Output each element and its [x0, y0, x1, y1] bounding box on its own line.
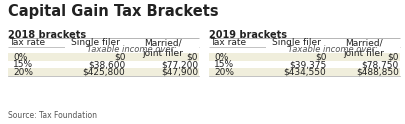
Text: $78,750: $78,750 [362, 60, 399, 69]
Text: $47,900: $47,900 [161, 68, 198, 77]
Text: 0%: 0% [214, 53, 228, 62]
Text: 2019 brackets: 2019 brackets [209, 31, 287, 41]
Text: $77,200: $77,200 [161, 60, 198, 69]
Text: Single filer: Single filer [273, 38, 321, 47]
Text: 0%: 0% [13, 53, 28, 62]
Text: $434,550: $434,550 [284, 68, 326, 77]
Text: $0: $0 [114, 53, 126, 62]
Text: Capital Gain Tax Brackets: Capital Gain Tax Brackets [8, 4, 219, 19]
Bar [8, 61, 199, 68]
Text: Single filer: Single filer [71, 38, 120, 47]
Bar [209, 53, 400, 61]
Text: $488,850: $488,850 [356, 68, 399, 77]
Text: $0: $0 [388, 53, 399, 62]
Text: Married/
joint filer: Married/ joint filer [142, 39, 183, 58]
Text: $38,600: $38,600 [88, 60, 126, 69]
Bar [8, 53, 199, 61]
Bar [266, 47, 400, 53]
Bar [8, 68, 199, 76]
Text: $425,800: $425,800 [83, 68, 126, 77]
Text: 15%: 15% [13, 60, 33, 69]
Text: 15%: 15% [214, 60, 234, 69]
Text: Married/
joint filer: Married/ joint filer [343, 39, 384, 58]
Text: 20%: 20% [13, 68, 33, 77]
Text: $0: $0 [186, 53, 198, 62]
Text: Tax rate: Tax rate [9, 38, 45, 47]
Bar [209, 68, 400, 76]
Text: Tax rate: Tax rate [210, 38, 246, 47]
Text: Taxable income over:: Taxable income over: [87, 46, 177, 54]
Text: Source: Tax Foundation: Source: Tax Foundation [8, 111, 97, 120]
Text: 2018 brackets: 2018 brackets [8, 31, 86, 41]
Text: Taxable income over:: Taxable income over: [288, 46, 378, 54]
Text: 20%: 20% [214, 68, 234, 77]
Bar [65, 47, 199, 53]
Text: $39,375: $39,375 [289, 60, 326, 69]
Bar [209, 61, 400, 68]
Text: $0: $0 [315, 53, 326, 62]
